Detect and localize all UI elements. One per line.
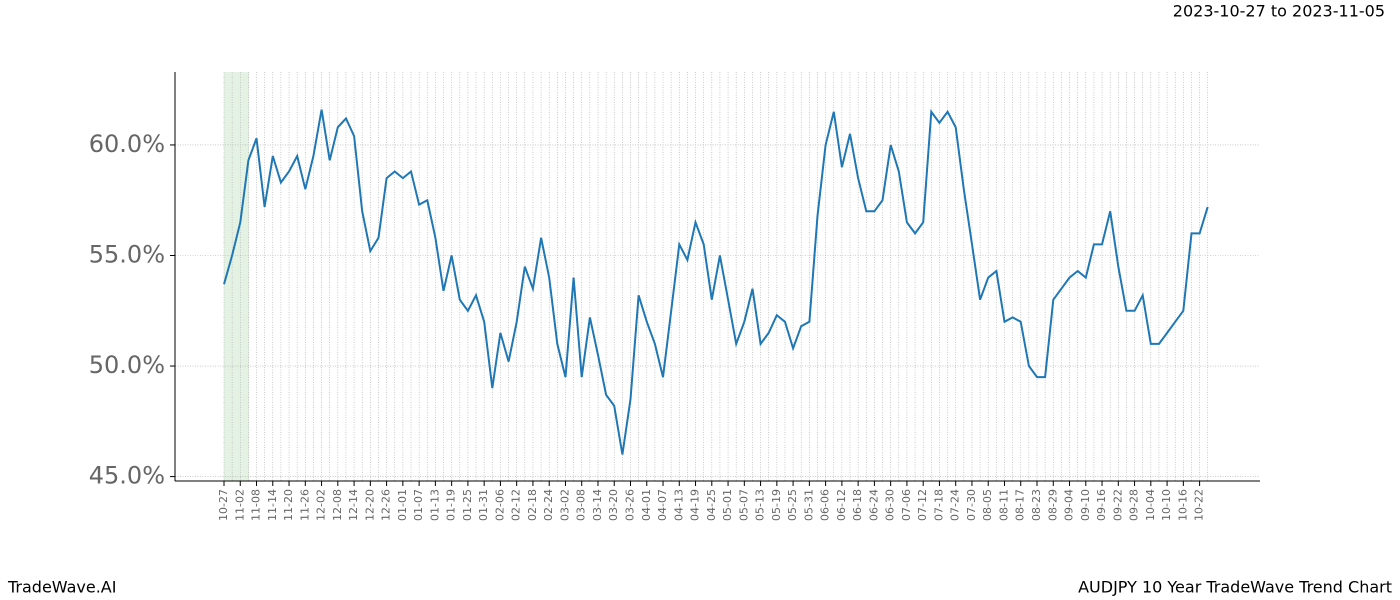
x-tick-label: 12-20 (363, 489, 376, 521)
x-tick-label: 02-06 (493, 489, 506, 521)
x-tick-label: 07-06 (900, 489, 913, 521)
x-tick-label: 05-25 (786, 489, 799, 521)
x-tick-label: 05-19 (770, 489, 783, 521)
x-tick-label: 12-14 (347, 489, 360, 521)
date-range: 2023-10-27 to 2023-11-05 (1173, 2, 1385, 21)
y-tick-label: 45.0% (89, 462, 165, 490)
x-tick-label: 05-07 (737, 489, 750, 521)
x-tick-label: 06-12 (835, 489, 848, 521)
x-tick-label: 09-04 (1063, 489, 1076, 521)
x-tick-label: 10-10 (1160, 489, 1173, 521)
x-tick-label: 03-20 (607, 489, 620, 521)
x-tick-label: 01-19 (445, 489, 458, 521)
x-tick-label: 10-27 (217, 489, 230, 521)
y-tick-label: 60.0% (89, 130, 165, 158)
x-tick-label: 08-23 (1030, 489, 1043, 521)
x-tick-label: 11-14 (266, 489, 279, 521)
x-tick-label: 11-02 (233, 489, 246, 521)
x-tick-label: 12-02 (315, 489, 328, 521)
x-tick-label: 01-13 (428, 489, 441, 521)
x-tick-label: 01-01 (396, 489, 409, 521)
x-tick-label: 01-25 (461, 489, 474, 521)
x-tick-label: 04-19 (689, 489, 702, 521)
x-tick-label: 05-01 (721, 489, 734, 521)
x-tick-label: 05-31 (802, 489, 815, 521)
x-tick-label: 12-26 (380, 489, 393, 521)
x-tick-label: 10-22 (1193, 489, 1206, 521)
x-tick-label: 07-12 (916, 489, 929, 521)
x-tick-label: 03-14 (591, 489, 604, 521)
x-tick-label: 02-18 (526, 489, 539, 521)
chart-name: AUDJPY 10 Year TradeWave Trend Chart (1078, 578, 1392, 597)
x-tick-label: 04-25 (705, 489, 718, 521)
x-tick-label: 12-08 (331, 489, 344, 521)
x-tick-label: 09-16 (1095, 489, 1108, 521)
x-tick-label: 06-18 (851, 489, 864, 521)
x-tick-label: 08-17 (1014, 489, 1027, 521)
x-tick-label: 06-30 (884, 489, 897, 521)
x-tick-label: 07-24 (949, 489, 962, 521)
x-tick-label: 06-06 (819, 489, 832, 521)
x-tick-label: 09-28 (1128, 489, 1141, 521)
x-tick-label: 03-26 (624, 489, 637, 521)
x-tick-label: 08-29 (1046, 489, 1059, 521)
x-tick-label: 02-12 (510, 489, 523, 521)
x-tick-label: 05-13 (754, 489, 767, 521)
x-tick-label: 09-10 (1079, 489, 1092, 521)
brand: TradeWave.AI (7, 578, 116, 597)
x-tick-label: 07-18 (932, 489, 945, 521)
x-tick-label: 04-01 (640, 489, 653, 521)
x-tick-label: 01-07 (412, 489, 425, 521)
x-tick-label: 11-08 (250, 489, 263, 521)
x-tick-label: 04-13 (672, 489, 685, 521)
x-tick-label: 01-31 (477, 489, 490, 521)
trend-line (223, 109, 1209, 455)
y-tick-label: 55.0% (89, 240, 165, 268)
x-tick-label: 08-05 (981, 489, 994, 521)
x-tick-label: 10-04 (1144, 489, 1157, 521)
x-tick-label: 08-11 (997, 489, 1010, 521)
x-tick-label: 07-30 (965, 489, 978, 521)
x-tick-label: 09-22 (1111, 489, 1124, 521)
x-tick-label: 11-20 (282, 489, 295, 521)
x-tick-label: 02-24 (542, 489, 555, 521)
x-tick-label: 04-07 (656, 489, 669, 521)
x-tick-label: 10-16 (1176, 489, 1189, 521)
y-tick-label: 50.0% (89, 351, 165, 379)
x-tick-label: 06-24 (867, 489, 880, 521)
x-tick-label: 11-26 (298, 489, 311, 521)
x-tick-label: 03-02 (558, 489, 571, 521)
highlight-span (224, 72, 249, 481)
x-tick-label: 03-08 (575, 489, 588, 521)
